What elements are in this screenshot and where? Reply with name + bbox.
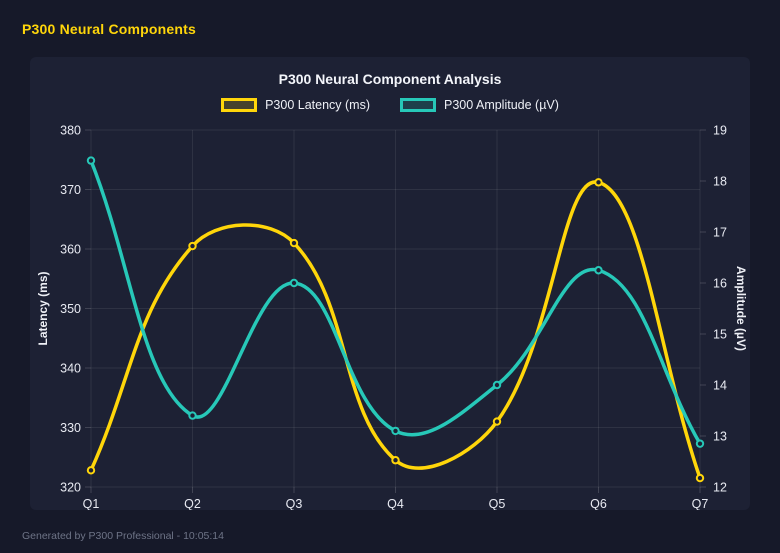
data-point[interactable]	[695, 439, 705, 448]
generated-footer: Generated by P300 Professional - 10:05:1…	[22, 530, 224, 542]
ytick-left-label: 320	[60, 480, 81, 494]
legend-swatch-icon	[400, 98, 436, 112]
data-point[interactable]	[86, 156, 96, 165]
chart-panel: P300 Neural Component Analysis P300 Late…	[30, 57, 750, 510]
data-point[interactable]	[695, 473, 705, 483]
chart-title: P300 Neural Component Analysis	[278, 71, 502, 87]
ytick-right-label: 14	[713, 378, 727, 392]
legend-swatch-icon	[221, 98, 258, 112]
data-point[interactable]	[188, 411, 197, 420]
ytick-left-label: 330	[60, 421, 81, 435]
data-point[interactable]	[492, 417, 502, 426]
ytick-left-label: 350	[60, 302, 81, 316]
app-title: P300 Neural Components	[22, 21, 196, 37]
xtick-label: Q5	[489, 497, 506, 510]
ytick-left-label: 380	[60, 123, 81, 137]
ytick-right-label: 18	[713, 174, 727, 188]
xtick-label: Q7	[692, 497, 709, 510]
data-point[interactable]	[289, 238, 299, 248]
ytick-right-label: 12	[713, 480, 727, 494]
xtick-label: Q3	[286, 497, 303, 510]
legend-item-0[interactable]: P300 Latency (ms)	[221, 98, 370, 112]
legend-label: P300 Latency (ms)	[265, 98, 370, 112]
legend-label: P300 Amplitude (µV)	[444, 98, 559, 112]
ytick-right-label: 16	[713, 276, 727, 290]
data-point[interactable]	[289, 278, 299, 288]
ytick-right-label: 17	[713, 225, 727, 239]
right-axis-title: Amplitude (µV)	[734, 266, 748, 351]
data-point[interactable]	[86, 466, 96, 475]
xtick-label: Q6	[590, 497, 607, 510]
ytick-left-label: 360	[60, 242, 81, 256]
ytick-left-label: 370	[60, 183, 81, 197]
ytick-right-label: 15	[713, 327, 727, 341]
data-point[interactable]	[391, 426, 400, 436]
ytick-right-label: 13	[713, 429, 727, 443]
data-point[interactable]	[492, 380, 502, 390]
data-point[interactable]	[594, 266, 603, 275]
xtick-label: Q1	[83, 497, 100, 510]
legend-item-1[interactable]: P300 Amplitude (µV)	[400, 98, 559, 112]
ytick-left-label: 340	[60, 361, 81, 375]
data-point[interactable]	[594, 178, 603, 187]
xtick-label: Q2	[184, 497, 201, 510]
chart-canvas[interactable]: 320 330 340 350 360 370 380 12 13 14 15 16 17 18 19 Q1 Q…	[30, 57, 750, 510]
ytick-right-label: 19	[713, 123, 727, 137]
data-point[interactable]	[391, 456, 400, 465]
xtick-label: Q4	[387, 497, 404, 510]
left-axis-title: Latency (ms)	[36, 271, 50, 345]
chart-legend: P300 Latency (ms) P300 Amplitude (µV)	[30, 98, 750, 112]
data-point[interactable]	[188, 241, 197, 251]
